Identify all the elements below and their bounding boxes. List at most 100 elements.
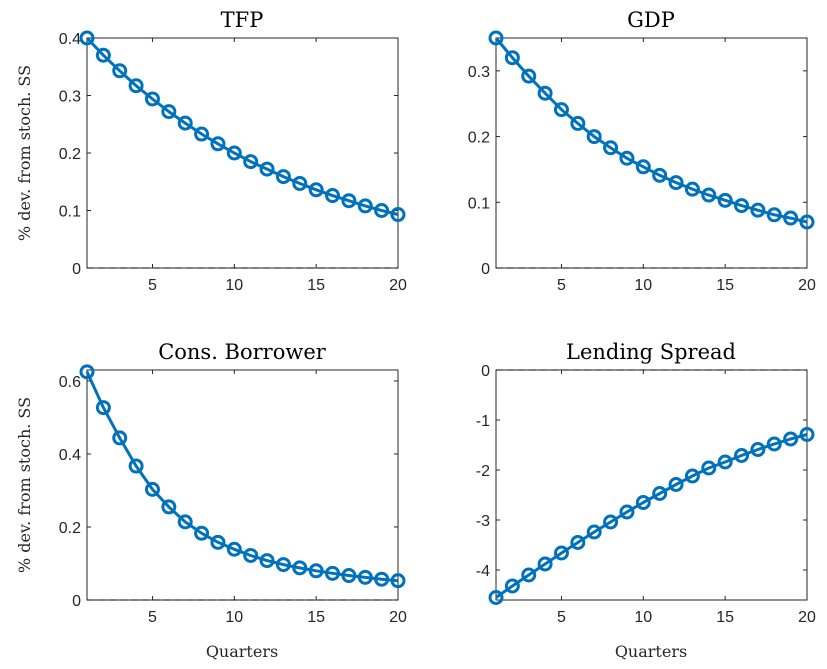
data-point: [488, 30, 504, 46]
data-point: [357, 569, 373, 585]
panel-cons-borrower: Cons. Borrower % dev. from stoch. SS Qua…: [15, 340, 407, 661]
data-point: [390, 207, 406, 223]
data-point: [586, 129, 602, 145]
data-point: [177, 115, 193, 131]
data-point: [619, 504, 635, 520]
data-point: [603, 514, 619, 530]
y-tick-label: -1: [476, 413, 490, 430]
x-tick-label: 15: [716, 609, 734, 626]
x-tick-label: 10: [225, 609, 243, 626]
data-point: [341, 568, 357, 584]
data-point: [79, 364, 95, 380]
data-point: [144, 91, 160, 107]
data-point: [194, 126, 210, 142]
y-tick-label: 0.2: [59, 146, 81, 163]
x-axis-label: Quarters: [615, 642, 687, 661]
x-tick-label: 5: [148, 277, 157, 294]
panel-title: GDP: [627, 8, 675, 32]
data-point: [734, 198, 750, 214]
y-axis-label: % dev. from stoch. SS: [15, 397, 34, 573]
data-point: [652, 486, 668, 501]
data-point: [668, 175, 684, 191]
y-tick-label: 0.2: [59, 520, 81, 537]
plot-area: 5 10 15 20 0 0.1 0.2 0.3 0.4: [59, 30, 407, 294]
data-point: [275, 169, 291, 185]
data-point: [701, 187, 717, 203]
data-point: [341, 193, 357, 209]
plot-area: 5 10 15 20 0 0.2 0.4 0.6: [59, 364, 407, 626]
y-tick-label: 0.4: [59, 447, 81, 464]
data-point: [374, 203, 390, 218]
x-tick-label: 10: [634, 609, 652, 626]
plot-area: 5 10 15 20 0 0.1 0.2 0.3: [468, 30, 816, 294]
data-point: [570, 115, 586, 131]
data-point: [390, 573, 406, 589]
panel-lending-spread: Lending Spread Quarters 5 10 15 20 -4 -3 -2 -1 0: [476, 340, 816, 661]
data-point: [684, 181, 700, 197]
y-tick-label: 0: [72, 593, 81, 610]
data-point: [668, 477, 684, 492]
data-point: [325, 188, 341, 204]
y-tick-label: 0.6: [59, 374, 81, 391]
x-tick-label: 20: [389, 609, 407, 626]
data-point: [586, 524, 602, 540]
data-point: [734, 448, 750, 463]
y-tick-label: 0: [481, 363, 490, 380]
data-point: [308, 563, 324, 579]
panel-gdp: GDP 5 10 15 20 0 0.1 0.2 0.3: [468, 8, 816, 294]
y-tick-label: 0.1: [59, 204, 81, 221]
data-point: [783, 431, 799, 447]
data-point: [750, 442, 766, 457]
x-tick-label: 20: [389, 277, 407, 294]
data-point: [95, 47, 111, 63]
data-point: [292, 560, 308, 576]
y-tick-label: 0.2: [468, 130, 490, 147]
panel-title: TFP: [221, 8, 264, 32]
data-point: [161, 499, 177, 515]
x-tick-label: 15: [307, 609, 325, 626]
data-point: [259, 161, 275, 177]
data-point: [112, 430, 128, 446]
data-point: [325, 565, 341, 581]
data-point: [177, 514, 193, 530]
y-tick-label: -2: [476, 463, 490, 480]
data-point: [635, 159, 651, 175]
y-tick-label: 0.4: [59, 31, 81, 48]
data-point: [374, 571, 390, 587]
data-point: [553, 545, 569, 561]
data-point: [537, 556, 553, 572]
x-tick-label: 5: [148, 609, 157, 626]
data-point: [684, 468, 700, 484]
x-tick-label: 5: [557, 277, 566, 294]
data-point: [750, 202, 766, 218]
x-tick-label: 20: [798, 277, 816, 294]
data-point: [259, 553, 275, 569]
data-point: [308, 182, 324, 198]
data-point: [112, 63, 128, 79]
data-point: [799, 214, 815, 230]
data-point: [521, 68, 537, 84]
data-point: [488, 590, 504, 605]
x-tick-label: 5: [557, 609, 566, 626]
data-point: [717, 192, 733, 208]
data-point: [570, 535, 586, 550]
data-point: [635, 495, 651, 510]
data-point: [553, 102, 569, 118]
data-point: [210, 136, 226, 152]
data-point: [210, 534, 226, 550]
data-point: [79, 30, 95, 46]
y-tick-label: 0.3: [59, 89, 81, 106]
y-tick-label: 0.1: [468, 195, 490, 212]
x-axis-label: Quarters: [206, 642, 278, 661]
x-tick-label: 20: [798, 609, 816, 626]
data-point: [128, 78, 144, 94]
data-point: [357, 198, 373, 214]
data-point: [521, 567, 537, 583]
panel-title: Cons. Borrower: [158, 340, 327, 364]
x-tick-label: 10: [634, 277, 652, 294]
panel-title: Lending Spread: [566, 340, 736, 364]
data-point: [619, 150, 635, 166]
data-point: [766, 207, 782, 223]
data-point: [504, 578, 520, 594]
